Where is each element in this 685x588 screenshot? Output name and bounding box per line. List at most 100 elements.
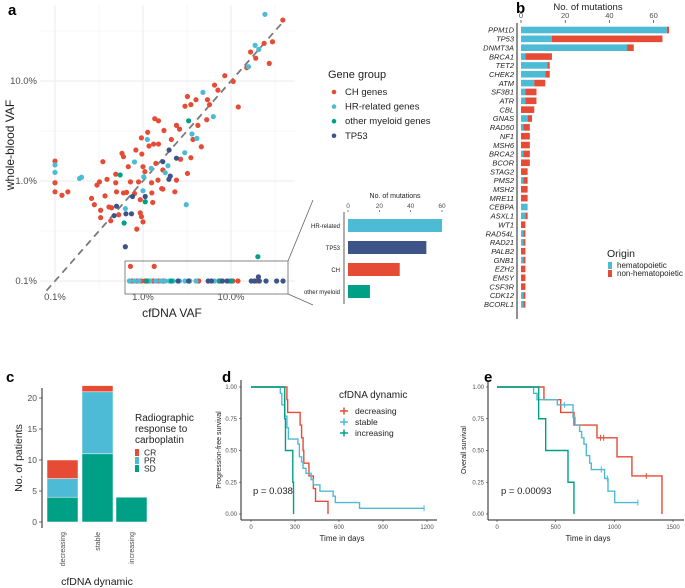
x-tick-label: 500 xyxy=(551,525,562,531)
scatter-point xyxy=(137,197,143,203)
y-tick-label: 0.00 xyxy=(225,512,237,518)
scatter-point xyxy=(91,202,97,208)
scatter-point xyxy=(102,193,108,199)
scatter-point xyxy=(263,278,269,284)
legend-title: Radiographic xyxy=(135,413,194,424)
scatter-point xyxy=(113,180,119,186)
scatter-point xyxy=(262,11,268,17)
y-tick-label: 0.50 xyxy=(225,449,237,455)
x-tick-label: 300 xyxy=(290,525,301,531)
scatter-point xyxy=(94,182,100,188)
scatter-point xyxy=(215,87,221,93)
legend-title: response to xyxy=(135,424,188,435)
km-curve-increasing xyxy=(251,386,295,514)
gene-label: EZH2 xyxy=(495,265,515,274)
bar-segment xyxy=(521,44,628,51)
scatter-point xyxy=(148,165,154,171)
scatter-point xyxy=(140,164,146,170)
gene-label: CBL xyxy=(499,105,514,114)
scatter-point xyxy=(255,274,262,280)
gene-label: CEBPA xyxy=(489,203,514,212)
legend-label: PR xyxy=(144,456,156,466)
scatter-point xyxy=(129,193,136,200)
scatter-point xyxy=(166,176,172,182)
gene-label: CDK12 xyxy=(490,291,515,300)
scatter-point xyxy=(141,174,147,180)
y-tick-label: 0.25 xyxy=(225,480,237,486)
scatter-point xyxy=(111,213,117,219)
km-curve-stable xyxy=(497,386,638,504)
bar-segment xyxy=(521,256,524,264)
bar-segment xyxy=(521,141,530,149)
scatter-point xyxy=(153,278,159,284)
scatter-point xyxy=(193,278,199,284)
inset-bar xyxy=(348,241,427,254)
scatter-point xyxy=(138,135,145,141)
gene-label: TP53 xyxy=(496,35,515,44)
gene-label: BRCA1 xyxy=(489,52,514,61)
legend-swatch xyxy=(331,104,337,109)
bar-segment xyxy=(521,301,524,308)
legend-swatch xyxy=(331,133,337,139)
bar-segment xyxy=(521,292,524,299)
legend-label: CR xyxy=(144,448,156,458)
x-tick-label: 900 xyxy=(378,525,389,531)
gene-label: PMS2 xyxy=(494,176,515,185)
km-curve-decreasing xyxy=(251,386,329,514)
scatter-point xyxy=(153,160,159,166)
scatter-point xyxy=(176,126,183,132)
scatter-point xyxy=(88,195,95,201)
y-tick-label: 10.0% xyxy=(10,76,37,87)
gene-label: BRCA2 xyxy=(489,150,515,159)
scatter-point xyxy=(183,202,189,208)
scatter-point xyxy=(195,122,201,128)
bar-segment xyxy=(627,44,634,51)
scatter-point xyxy=(200,89,206,95)
legend-label: hematopoietic xyxy=(617,261,667,270)
inset-tick-label: 60 xyxy=(438,203,446,210)
bar-segment xyxy=(551,35,663,43)
legend-swatch xyxy=(135,457,139,464)
scatter-point xyxy=(162,278,169,284)
gene-label: RAD50 xyxy=(490,123,515,132)
zoom-box xyxy=(124,260,289,295)
scatter-point xyxy=(269,39,276,45)
y-axis-title: Overall survival xyxy=(461,426,468,474)
scatter-point xyxy=(204,117,210,123)
scatter-point xyxy=(128,211,135,217)
y-tick-label: 0.75 xyxy=(225,417,237,423)
scatter-point xyxy=(173,177,180,183)
bar-segment xyxy=(46,496,79,523)
x-tick-label: 1.0% xyxy=(132,292,154,303)
scatter-point xyxy=(274,278,280,284)
x-axis-title: cfDNA VAF xyxy=(142,306,202,320)
scatter-point xyxy=(230,78,236,85)
scatter-point xyxy=(204,97,211,103)
bar-segment xyxy=(521,203,528,211)
scatter-point xyxy=(194,135,200,141)
bar-segment xyxy=(547,62,550,69)
km-curve-increasing xyxy=(497,386,575,514)
bar-segment xyxy=(525,97,537,105)
y-tick-label: 15 xyxy=(28,424,38,434)
y-tick-label: 1.00 xyxy=(472,385,484,391)
scatter-point xyxy=(123,189,130,195)
scatter-point xyxy=(139,151,145,157)
y-tick-label: 0.25 xyxy=(472,480,484,486)
panel-a-inset-bar: No. of mutations 0 20 40 60 HR-related TP53 CH o… xyxy=(304,193,446,304)
scatter-point xyxy=(144,136,150,143)
scatter-point xyxy=(173,122,180,128)
gene-label: BCORL1 xyxy=(484,300,514,309)
scatter-point xyxy=(122,244,128,250)
bar-segment xyxy=(521,177,524,184)
scatter-point xyxy=(145,129,151,135)
scatter-point xyxy=(113,189,120,195)
bar-segment xyxy=(545,70,550,78)
scatter-point xyxy=(104,176,110,182)
panel-d-km: 0.00 0.25 0.50 0.75 1.00 0 300 600 900 1200 p = 0.… xyxy=(216,380,437,543)
bar-segment xyxy=(525,212,528,220)
scatter-point xyxy=(255,254,261,260)
scatter-point xyxy=(113,203,120,209)
scatter-point xyxy=(78,174,85,180)
scatter-point xyxy=(158,278,164,284)
